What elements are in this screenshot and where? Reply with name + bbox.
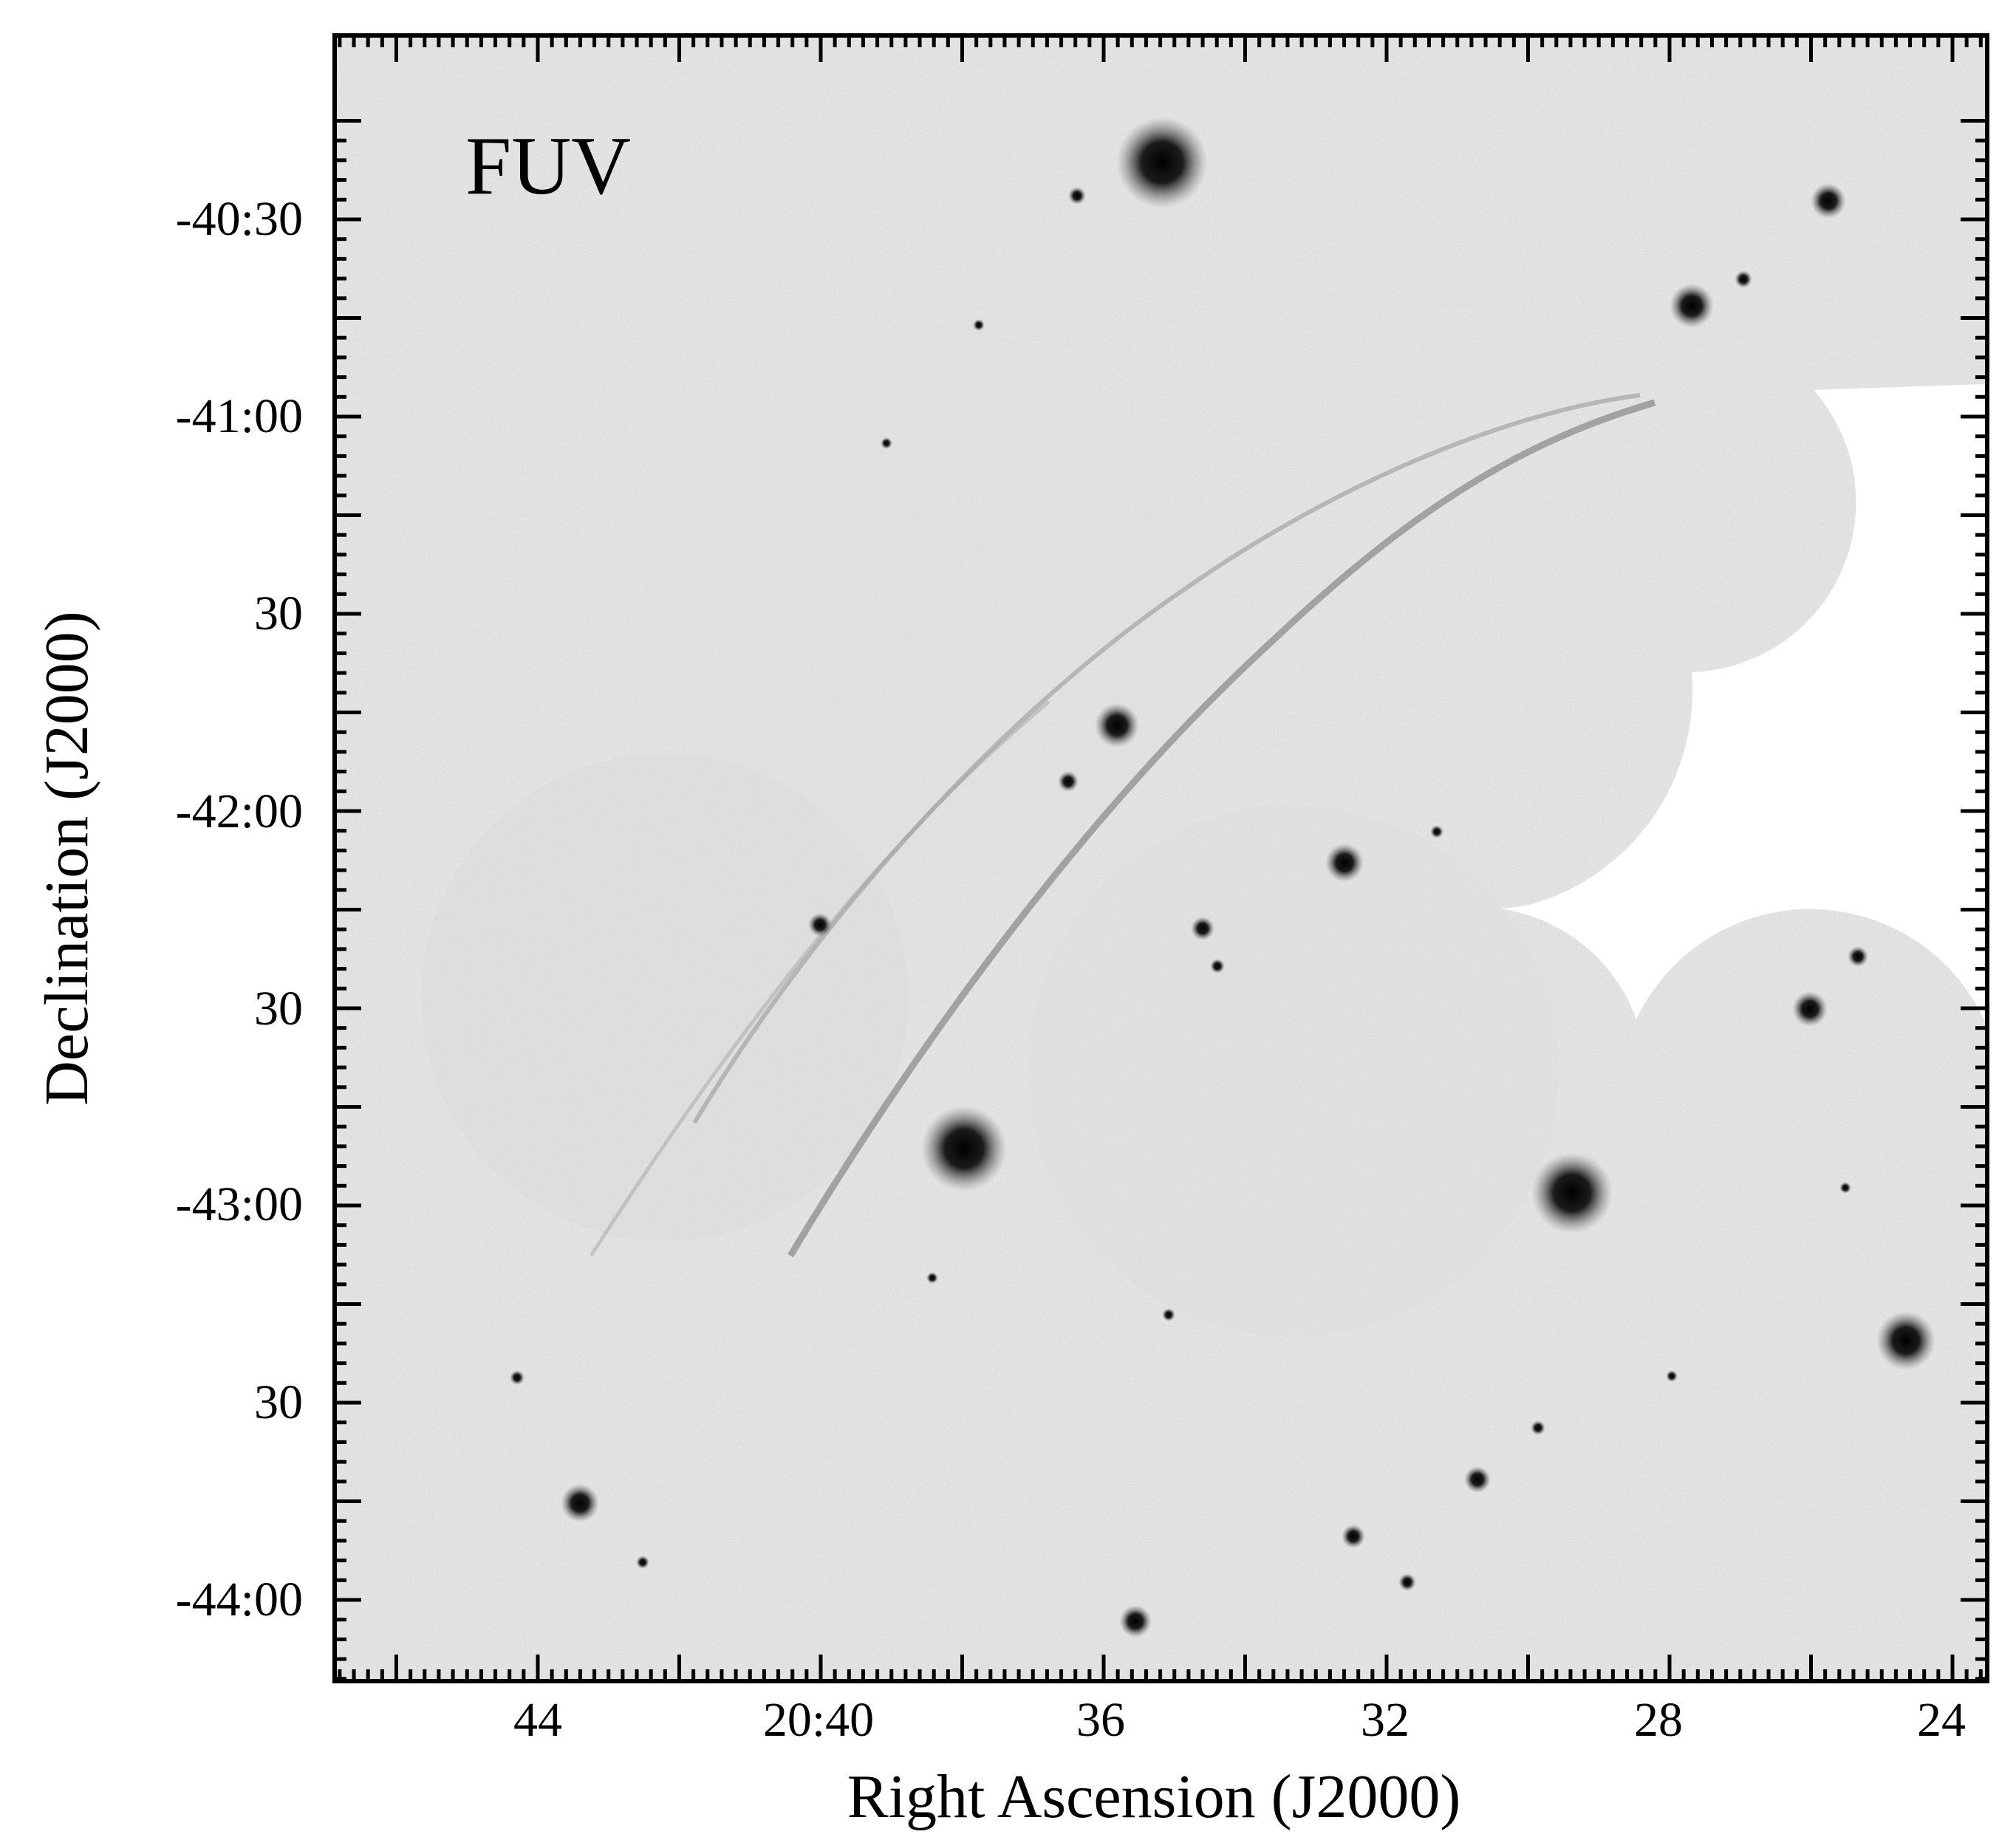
source [1325,844,1364,882]
y-tick-label: 30 [254,982,303,1036]
source [1792,991,1828,1027]
tile-overlap [643,325,1204,886]
source [1191,917,1214,940]
x-tick-labels: 44 20:40 36 32 28 24 [513,1693,1966,1747]
source [1848,946,1868,967]
source [1670,284,1714,328]
x-tick-label: 24 [1917,1693,1966,1747]
source [1342,1525,1365,1548]
source [1666,1370,1678,1382]
y-tick-label: -41:00 [176,389,303,443]
x-tick-label: 36 [1076,1693,1125,1747]
source [926,1272,938,1284]
source [1464,1466,1491,1493]
source [1058,771,1079,792]
y-tick-label: 30 [254,586,303,640]
y-tick-label: -40:30 [176,192,303,246]
source [881,437,892,449]
y-tick-label: -43:00 [176,1177,303,1231]
tile-overlap [1027,805,1559,1337]
x-tick-label: 20:40 [763,1693,874,1747]
band-label: FUV [465,120,631,212]
source [808,913,832,937]
source [1811,183,1846,219]
bright-source [921,1106,1007,1191]
y-axis-title: Declination (J2000) [33,611,101,1106]
x-tick-label: 28 [1634,1693,1683,1747]
source [1839,1182,1851,1194]
bright-source [1531,1152,1613,1234]
source [973,319,985,331]
sky-image [335,35,1987,1681]
y-tick-label: -42:00 [176,784,303,838]
source [1095,703,1139,748]
source [1735,270,1752,288]
source [510,1370,524,1385]
source [1430,825,1443,838]
source [1162,1308,1175,1321]
x-axis-title: Right Ascension (J2000) [847,1762,1461,1831]
x-tick-label: 44 [513,1693,562,1747]
y-tick-label: -44:00 [176,1573,303,1626]
source [1068,187,1086,205]
axis-ticks [335,35,1987,1681]
filament-main [787,399,1656,1258]
star-field [510,117,1935,1638]
source [1210,959,1225,974]
source [1119,1605,1152,1638]
y-tick-label: 30 [254,1375,303,1429]
tile-overlap [421,753,909,1241]
filament-third [589,700,1050,1257]
bright-source [1876,1311,1935,1370]
bright-source [1116,117,1208,208]
source [1398,1573,1416,1591]
source [561,1484,599,1522]
source [636,1556,649,1569]
x-tick-label: 32 [1361,1693,1410,1747]
y-tick-labels: -40:30 -41:00 30 -42:00 30 -43:00 30 -44… [176,192,303,1626]
source [1531,1420,1545,1435]
uncovered-region [1500,384,1987,1027]
